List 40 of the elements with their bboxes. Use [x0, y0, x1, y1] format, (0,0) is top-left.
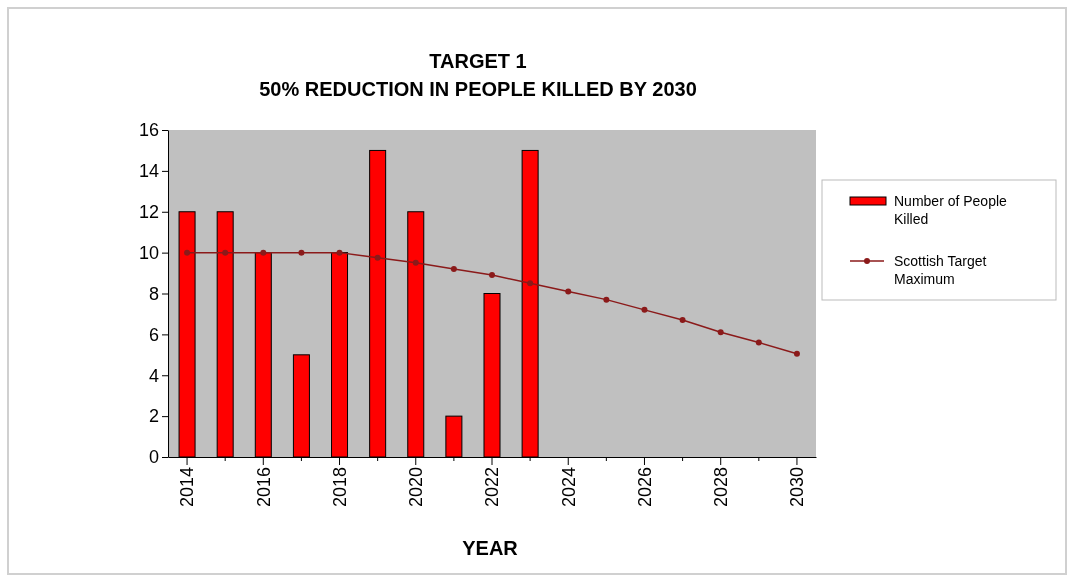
- x-tick-label: 2028: [711, 467, 732, 508]
- x-tick-label: 2018: [329, 467, 350, 508]
- y-tick-label: 4: [148, 365, 159, 386]
- x-tick-label: 2026: [634, 467, 655, 508]
- point: [298, 249, 305, 256]
- point: [489, 272, 495, 279]
- point: [184, 249, 191, 256]
- y-tick-label: 10: [138, 242, 159, 263]
- y-tick-label: 6: [148, 324, 159, 345]
- legend-label: Scottish Target Maximum: [894, 253, 987, 287]
- point: [641, 306, 648, 313]
- x-tick-label: 2024: [558, 467, 579, 508]
- point: [679, 317, 686, 324]
- point: [336, 249, 343, 256]
- x-tick-label: 2022: [482, 467, 503, 508]
- point: [374, 254, 381, 261]
- x-axis-title: YEAR: [462, 537, 519, 559]
- y-tick-label: 14: [138, 161, 159, 182]
- x-tick-label: 2020: [406, 467, 427, 508]
- chart-subtitle: 50% REDUCTION IN PEOPLE KILLED BY 2030: [259, 78, 697, 100]
- point: [412, 259, 419, 266]
- point: [450, 265, 457, 272]
- point: [603, 296, 610, 303]
- point: [793, 350, 800, 357]
- point: [222, 249, 229, 256]
- x-tick-label: 2030: [787, 467, 808, 508]
- point: [565, 288, 572, 295]
- y-tick-label: 16: [138, 120, 159, 141]
- chart-title: TARGET 1: [429, 50, 527, 72]
- y-tick-label: 12: [138, 202, 159, 223]
- point: [260, 249, 267, 256]
- legend-label: Number of People Killed: [894, 193, 1008, 227]
- y-tick-label: 2: [148, 406, 159, 427]
- y-tick-label: 0: [148, 447, 159, 468]
- point: [717, 329, 724, 336]
- y-tick-label: 8: [148, 283, 159, 304]
- x-tick-label: 2014: [177, 467, 198, 508]
- x-tick-label: 2016: [253, 467, 274, 508]
- point: [527, 280, 534, 287]
- point: [755, 339, 762, 346]
